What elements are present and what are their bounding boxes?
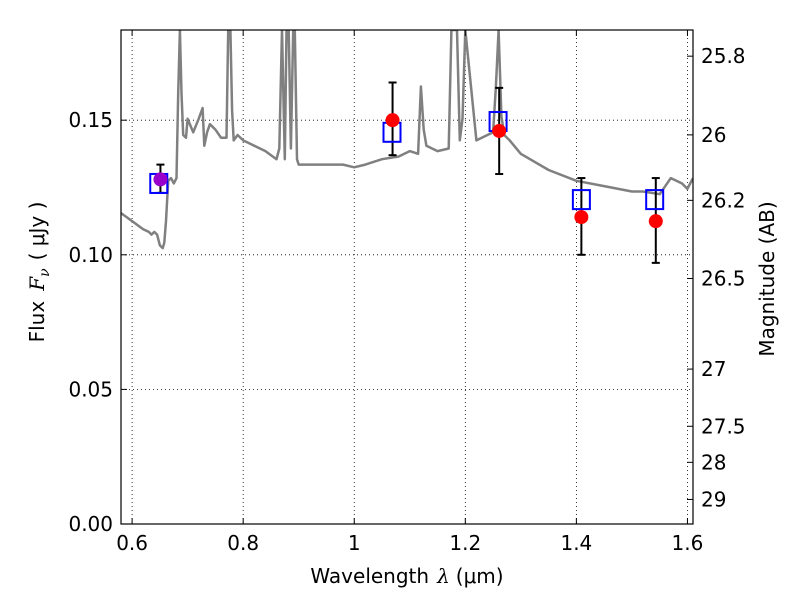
y2-tick-label: 25.8 [701, 44, 746, 68]
y2-tick-label: 26 [701, 123, 726, 147]
y-axis-label-text: Flux [25, 301, 49, 343]
x-tick-label: 0.6 [116, 531, 148, 555]
x-axis-label: Wavelength λ (μm) [310, 564, 503, 588]
y-axis-label: Flux Fν ( μJy ) [25, 202, 53, 343]
y-tick-label: 0.15 [68, 108, 113, 132]
y2-tick-label: 27 [701, 357, 726, 381]
x-axis-label-text: Wavelength [310, 564, 429, 588]
spectrum-layer [121, 30, 693, 250]
y-axis-label-symbol: F [25, 276, 49, 292]
observed-photometry-point [648, 214, 663, 229]
y-tick-label: 0.05 [68, 377, 113, 401]
axes-layer [120, 29, 694, 525]
model-photometry-square [645, 189, 665, 211]
y-axis-label-subscript: ν [37, 268, 53, 277]
y2-axis-label: Magnitude (AB) [755, 201, 779, 356]
observed-photometry-point [574, 210, 589, 225]
y-tick-label: 0.10 [68, 243, 113, 267]
y2-tick-label: 26.5 [701, 266, 746, 290]
observed-photometry-point [385, 113, 400, 128]
labels-layer: 0.6 0.8 1 1.2 1.4 1.6 0.00 0.05 0.10 0.15 25.8 26 26… [25, 44, 779, 588]
model-photometry-square [571, 189, 591, 211]
y2-tick-label: 29 [701, 487, 726, 511]
observed-photometry-point [153, 172, 168, 187]
grid-layer [121, 30, 693, 525]
plot-frame [120, 29, 694, 525]
y2-tick-label: 26.2 [701, 188, 746, 212]
x-axis-label-unit: (μm) [456, 564, 504, 588]
x-tick-label: 1.4 [560, 531, 592, 555]
observed-photometry-point [492, 123, 507, 138]
y-axis-label-unit: ( μJy ) [25, 202, 49, 261]
y2-tick-label: 27.5 [701, 414, 746, 438]
points-layer [149, 81, 665, 264]
x-tick-label: 1 [348, 531, 361, 555]
y-tick-label: 0.00 [68, 512, 113, 536]
x-tick-label: 1.6 [672, 531, 704, 555]
model-spectrum-line [121, 30, 693, 250]
x-tick-label: 0.8 [227, 531, 259, 555]
x-axis-label-symbol: λ [436, 564, 450, 588]
x-tick-label: 1.2 [449, 531, 481, 555]
y2-tick-label: 28 [701, 450, 726, 474]
